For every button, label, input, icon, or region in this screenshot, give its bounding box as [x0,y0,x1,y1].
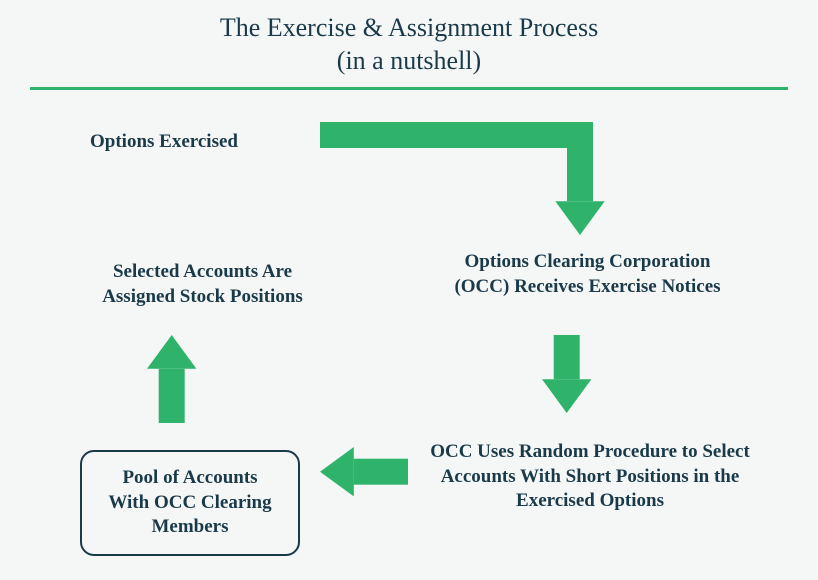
flow-arrow-a4 [147,335,196,428]
flow-arrow-a2 [542,335,591,418]
title-block: The Exercise & Assignment Process (in a … [0,0,818,90]
flow-arrow-a1 [320,122,654,274]
flow-arrow-a3 [320,447,408,501]
title-line-2: (in a nutshell) [0,45,818,78]
flow-node-n3: OCC Uses Random Procedure to Select Acco… [430,440,750,514]
title-line-1: The Exercise & Assignment Process [0,12,818,45]
flow-node-n5: Selected Accounts Are Assigned Stock Pos… [75,260,330,309]
title-underline [30,87,788,90]
flow-node-n1: Options Exercised [90,130,310,155]
flow-node-n4: Pool of Accounts With OCC Clearing Membe… [80,450,300,556]
